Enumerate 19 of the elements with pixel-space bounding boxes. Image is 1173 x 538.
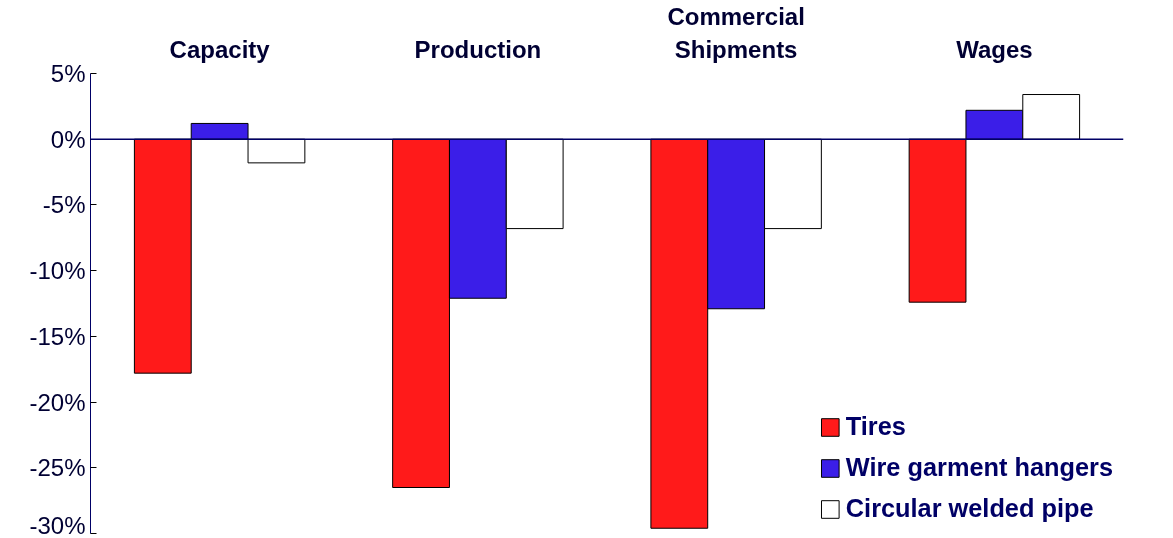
y-tick-label: -5% bbox=[42, 191, 86, 219]
bar bbox=[247, 138, 306, 164]
bar bbox=[190, 122, 249, 140]
y-tick-label: 0% bbox=[50, 125, 86, 153]
x-tick-label: Production bbox=[414, 35, 542, 63]
bar bbox=[133, 138, 192, 374]
bar bbox=[908, 138, 967, 303]
legend-label: Tires bbox=[845, 412, 906, 441]
y-tick-label: -10% bbox=[29, 257, 86, 285]
y-tick-label: 5% bbox=[50, 60, 86, 87]
y-tick-label: -20% bbox=[29, 388, 86, 416]
x-tick-label: Wages bbox=[956, 35, 1033, 63]
legend-label: Circular welded pipe bbox=[845, 494, 1094, 523]
y-tick-label: -30% bbox=[29, 511, 86, 538]
y-tick-label: -15% bbox=[29, 322, 86, 350]
legend-label: Wire garment hangers bbox=[845, 453, 1113, 482]
y-tick-label: -25% bbox=[29, 454, 86, 482]
x-tick-label: Commercial Shipments bbox=[667, 3, 805, 63]
x-tick-label: Capacity bbox=[169, 35, 271, 63]
